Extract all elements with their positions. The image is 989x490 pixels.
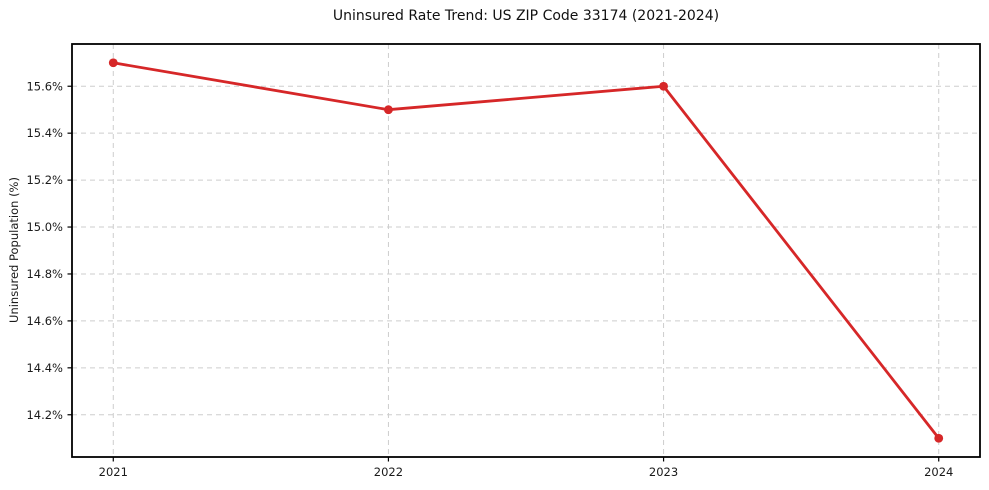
y-tick-label: 14.8%	[26, 267, 63, 281]
y-tick-label: 14.2%	[26, 408, 63, 422]
x-tick-label: 2023	[649, 465, 678, 479]
y-tick-label: 15.0%	[26, 220, 63, 234]
x-tick-label: 2022	[374, 465, 403, 479]
x-tick-label: 2024	[924, 465, 953, 479]
y-tick-label: 15.6%	[26, 79, 63, 93]
x-tick-label: 2021	[99, 465, 128, 479]
axes-spines	[71, 43, 981, 458]
data-point-2023	[659, 81, 668, 91]
y-tick-label: 15.2%	[26, 173, 63, 187]
data-point-2021	[108, 58, 118, 68]
y-tick-label: 14.6%	[26, 314, 63, 328]
y-tick-label: 15.4%	[26, 126, 63, 140]
data-point-2022	[384, 105, 393, 115]
trend-line	[111, 61, 941, 440]
data-point-2024	[934, 433, 944, 443]
y-tick-label: 14.4%	[26, 361, 63, 375]
chart-title: Uninsured Rate Trend: US ZIP Code 33174 …	[332, 8, 720, 24]
